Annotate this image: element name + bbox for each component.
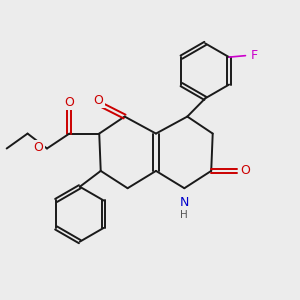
Text: H: H — [181, 210, 188, 220]
Text: O: O — [64, 96, 74, 109]
Text: O: O — [241, 164, 250, 177]
Text: O: O — [34, 140, 44, 154]
Text: O: O — [94, 94, 103, 107]
Text: F: F — [250, 49, 257, 62]
Text: N: N — [180, 196, 189, 209]
